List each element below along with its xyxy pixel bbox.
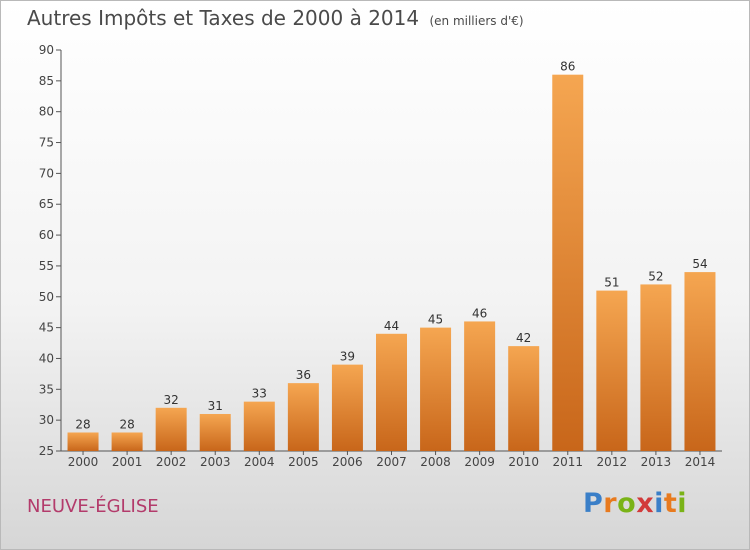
x-tick-label: 2002 bbox=[156, 455, 187, 469]
data-label: 36 bbox=[296, 368, 311, 382]
bar bbox=[684, 272, 716, 451]
data-label: 45 bbox=[428, 313, 443, 327]
y-tick-label: 75 bbox=[39, 136, 54, 150]
bar bbox=[508, 346, 540, 451]
data-label: 28 bbox=[75, 417, 90, 431]
y-tick-label: 25 bbox=[39, 444, 54, 458]
bar bbox=[111, 432, 143, 451]
logo-letter: r bbox=[603, 488, 618, 519]
data-label: 44 bbox=[384, 319, 399, 333]
x-tick-label: 2014 bbox=[685, 455, 716, 469]
data-label: 32 bbox=[164, 393, 179, 407]
bar bbox=[287, 383, 319, 451]
bar bbox=[243, 401, 275, 451]
y-tick-label: 80 bbox=[39, 105, 54, 119]
data-label: 39 bbox=[340, 350, 355, 364]
x-tick-label: 2005 bbox=[288, 455, 319, 469]
chart-unit: (en milliers d'€) bbox=[429, 14, 524, 28]
x-tick-label: 2010 bbox=[508, 455, 539, 469]
x-tick-label: 2000 bbox=[68, 455, 99, 469]
bar bbox=[596, 290, 628, 451]
y-tick-label: 45 bbox=[39, 321, 54, 335]
bar bbox=[552, 74, 584, 451]
data-label: 54 bbox=[692, 257, 707, 271]
proxiti-logo: Proxiti bbox=[583, 488, 687, 519]
y-tick-label: 65 bbox=[39, 197, 54, 211]
x-tick-label: 2009 bbox=[464, 455, 495, 469]
data-label: 28 bbox=[119, 417, 134, 431]
bar bbox=[199, 413, 231, 451]
bar bbox=[67, 432, 99, 451]
y-tick-label: 40 bbox=[39, 351, 54, 365]
x-tick-label: 2004 bbox=[244, 455, 275, 469]
y-tick-label: 50 bbox=[39, 290, 54, 304]
logo-letter: i bbox=[677, 488, 688, 519]
place-name: NEUVE-ÉGLISE bbox=[27, 496, 159, 517]
bar bbox=[420, 327, 452, 451]
bar bbox=[376, 333, 407, 451]
data-label: 51 bbox=[604, 276, 619, 290]
x-tick-label: 2003 bbox=[200, 455, 231, 469]
y-tick-label: 90 bbox=[39, 43, 54, 57]
y-tick-label: 70 bbox=[39, 166, 54, 180]
data-label: 86 bbox=[560, 60, 575, 74]
x-tick-label: 2007 bbox=[376, 455, 407, 469]
data-label: 31 bbox=[208, 399, 223, 413]
y-tick-label: 35 bbox=[39, 382, 54, 396]
bars bbox=[67, 74, 716, 451]
data-label: 46 bbox=[472, 306, 487, 320]
logo-letter: t bbox=[663, 488, 678, 519]
x-tick-label: 2013 bbox=[641, 455, 672, 469]
x-tick-label: 2011 bbox=[552, 455, 583, 469]
data-label: 33 bbox=[252, 387, 267, 401]
y-tick-label: 60 bbox=[39, 228, 54, 242]
x-tick-label: 2001 bbox=[112, 455, 143, 469]
logo-letter: i bbox=[654, 488, 664, 519]
data-labels: 28 28 32 31 33 36 39 44 45 46 42 86 51 52 54 bbox=[75, 60, 707, 432]
x-tick-label: 2012 bbox=[597, 455, 628, 469]
data-label: 42 bbox=[516, 331, 531, 345]
bar bbox=[640, 284, 672, 451]
x-tick-label: 2008 bbox=[420, 455, 451, 469]
logo-letter: P bbox=[583, 488, 604, 519]
y-tick-label: 30 bbox=[39, 413, 54, 427]
logo-letter: o bbox=[617, 488, 637, 519]
bar bbox=[464, 321, 496, 451]
chart-title: Autres Impôts et Taxes de 2000 à 2014 (e… bbox=[27, 6, 524, 30]
bar bbox=[331, 364, 363, 451]
logo-letter: x bbox=[636, 488, 655, 519]
y-tick-label: 55 bbox=[39, 259, 54, 273]
chart-title-text: Autres Impôts et Taxes de 2000 à 2014 bbox=[27, 6, 420, 30]
data-label: 52 bbox=[648, 269, 663, 283]
y-tick-label: 85 bbox=[39, 74, 54, 88]
bar bbox=[155, 407, 187, 451]
x-tick-label: 2006 bbox=[332, 455, 363, 469]
